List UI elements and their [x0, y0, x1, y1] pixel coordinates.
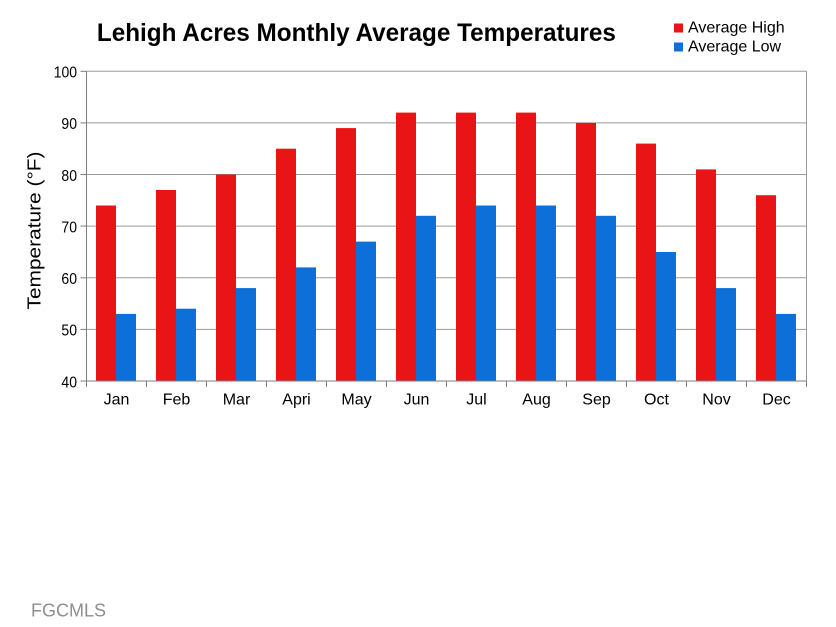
svg-text:Mar: Mar — [223, 392, 251, 409]
svg-text:50: 50 — [61, 323, 77, 340]
svg-text:May: May — [341, 392, 371, 409]
svg-text:Average Low: Average Low — [688, 39, 782, 56]
svg-text:Oct: Oct — [644, 392, 669, 409]
svg-text:Nov: Nov — [702, 392, 730, 409]
svg-text:Average High: Average High — [688, 20, 785, 37]
svg-text:Jan: Jan — [104, 392, 130, 409]
svg-text:Jul: Jul — [466, 392, 486, 409]
svg-text:80: 80 — [61, 168, 77, 185]
svg-text:40: 40 — [61, 374, 77, 391]
svg-text:70: 70 — [61, 219, 77, 236]
svg-text:Temperature (°F): Temperature (°F) — [24, 152, 44, 310]
svg-text:Jun: Jun — [404, 392, 430, 409]
svg-text:100: 100 — [54, 65, 77, 82]
svg-text:Feb: Feb — [163, 392, 191, 409]
svg-text:90: 90 — [61, 116, 77, 133]
svg-text:Sep: Sep — [582, 392, 611, 409]
svg-text:Dec: Dec — [762, 392, 790, 409]
svg-text:Apri: Apri — [282, 392, 310, 409]
svg-text:FGCMLS: FGCMLS — [31, 600, 106, 620]
svg-text:Lehigh Acres Monthly Average T: Lehigh Acres Monthly Average Temperature… — [97, 19, 616, 47]
svg-text:Aug: Aug — [522, 392, 550, 409]
svg-text:60: 60 — [61, 271, 77, 288]
